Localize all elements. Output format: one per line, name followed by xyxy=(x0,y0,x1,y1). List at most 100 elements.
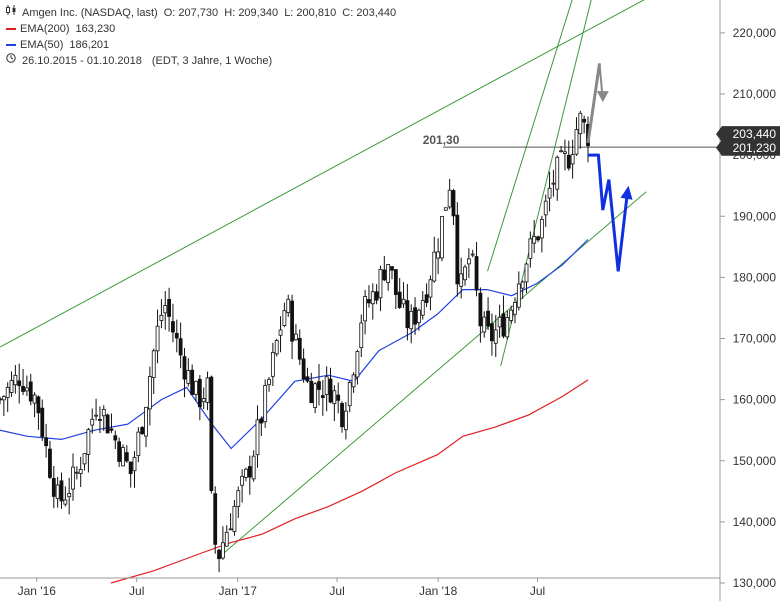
candle-body xyxy=(451,190,456,217)
legend-range-row: 26.10.2015 - 01.10.2018 (EDT, 3 Jahre, 1… xyxy=(6,53,396,69)
candle-body xyxy=(71,466,75,490)
last-price-badge-bg xyxy=(716,126,780,143)
candle-body xyxy=(25,387,29,392)
ema200-swatch xyxy=(6,28,16,30)
candle-body xyxy=(32,394,37,404)
x-tick-label: Jul xyxy=(530,584,545,598)
candle-body xyxy=(178,338,183,356)
candle-body xyxy=(459,273,464,287)
candle-body xyxy=(374,291,379,301)
candle-body xyxy=(301,358,306,380)
candle-body xyxy=(447,189,452,208)
candle-body xyxy=(524,263,529,283)
candle-body xyxy=(217,549,221,559)
candle-body xyxy=(98,418,102,421)
candle-body xyxy=(197,378,202,408)
clock-icon xyxy=(6,53,18,69)
candle-body xyxy=(574,129,579,155)
candle-body xyxy=(78,469,83,474)
candle-body xyxy=(520,281,525,289)
candle-body xyxy=(559,150,563,153)
candle-body xyxy=(513,301,517,315)
y-tick-label: 130,000 xyxy=(733,576,777,590)
candle-body xyxy=(51,478,56,497)
candle-body xyxy=(236,490,241,507)
candle-body xyxy=(474,256,479,291)
candle-body xyxy=(247,466,252,478)
candle-body xyxy=(563,151,567,154)
candle-body xyxy=(209,376,214,492)
ema50-swatch xyxy=(6,44,16,46)
candle-body xyxy=(332,390,337,405)
candle-body xyxy=(347,382,352,407)
y-tick-label: 150,000 xyxy=(733,454,777,468)
x-tick-label: Jan '16 xyxy=(18,584,57,598)
candle-body xyxy=(516,283,521,308)
candle-body xyxy=(432,251,437,282)
legend-ohlc: O: 207,730 H: 209,340 L: 200,810 C: 203,… xyxy=(163,7,397,19)
candle-body xyxy=(497,316,502,328)
candle-body xyxy=(328,378,333,403)
gray-arrow-head xyxy=(596,91,609,103)
legend-ema200-value: 163,230 xyxy=(75,23,116,35)
candle-body xyxy=(0,398,2,401)
candle-body xyxy=(190,369,195,395)
level-label: 201,30 xyxy=(423,133,460,147)
candle-body xyxy=(378,268,383,299)
candle-body xyxy=(155,325,160,352)
candle-body xyxy=(405,300,410,329)
candle-body xyxy=(536,236,540,241)
candle-body xyxy=(74,471,79,474)
blue-arrow-path xyxy=(588,153,629,272)
candle-body xyxy=(40,407,45,437)
candle-body xyxy=(493,329,498,344)
candle-body xyxy=(482,316,487,333)
candle-body xyxy=(28,381,33,402)
candle-body xyxy=(182,356,187,380)
blue-arrow-head xyxy=(620,185,633,200)
candle-body xyxy=(86,429,91,455)
y-tick-label: 220,000 xyxy=(733,26,777,40)
candle-body xyxy=(55,484,60,499)
candle-body xyxy=(278,329,283,336)
candle-body xyxy=(82,453,87,465)
candle-body xyxy=(486,310,490,327)
candle-body xyxy=(294,333,298,341)
candle-body xyxy=(409,310,414,330)
candle-body xyxy=(205,377,210,403)
candle-body xyxy=(201,398,206,403)
candle-body xyxy=(336,394,341,401)
candle-body xyxy=(463,266,467,281)
ema50-line xyxy=(0,239,589,450)
candle-body xyxy=(124,452,129,462)
candle-body xyxy=(539,218,544,239)
candle-body xyxy=(267,378,271,386)
candle-body xyxy=(67,493,72,498)
resistance-level: 201,30 xyxy=(423,133,720,148)
candle-body xyxy=(297,337,302,360)
legend-title-row: Amgen Inc. (NASDAQ, last) O: 207,730 H: … xyxy=(6,5,396,21)
candle-body xyxy=(570,154,575,165)
candle-body xyxy=(21,386,25,392)
ema200-path xyxy=(110,379,589,584)
candle-body xyxy=(470,253,475,256)
candle-body xyxy=(455,214,460,285)
candle-body xyxy=(244,468,248,478)
candle-body xyxy=(1,396,6,401)
candle-body xyxy=(94,414,98,417)
x-tick-label: Jan '17 xyxy=(219,584,258,598)
y-tick-label: 180,000 xyxy=(733,270,777,284)
legend-title: Amgen Inc. (NASDAQ, last) xyxy=(22,7,158,19)
candle-body xyxy=(163,305,168,314)
candle-body xyxy=(174,332,179,339)
candle-body xyxy=(578,112,583,135)
candle-body xyxy=(532,236,537,244)
candle-body xyxy=(436,251,441,259)
y-axis: 130,000 140,000 150,000 160,000 170,000 180,0… xyxy=(719,0,777,601)
candle-body xyxy=(228,528,233,531)
candle-body xyxy=(505,317,510,338)
gray-arrow-up xyxy=(586,63,601,144)
candle-body xyxy=(490,323,494,342)
candle-body xyxy=(343,410,348,431)
